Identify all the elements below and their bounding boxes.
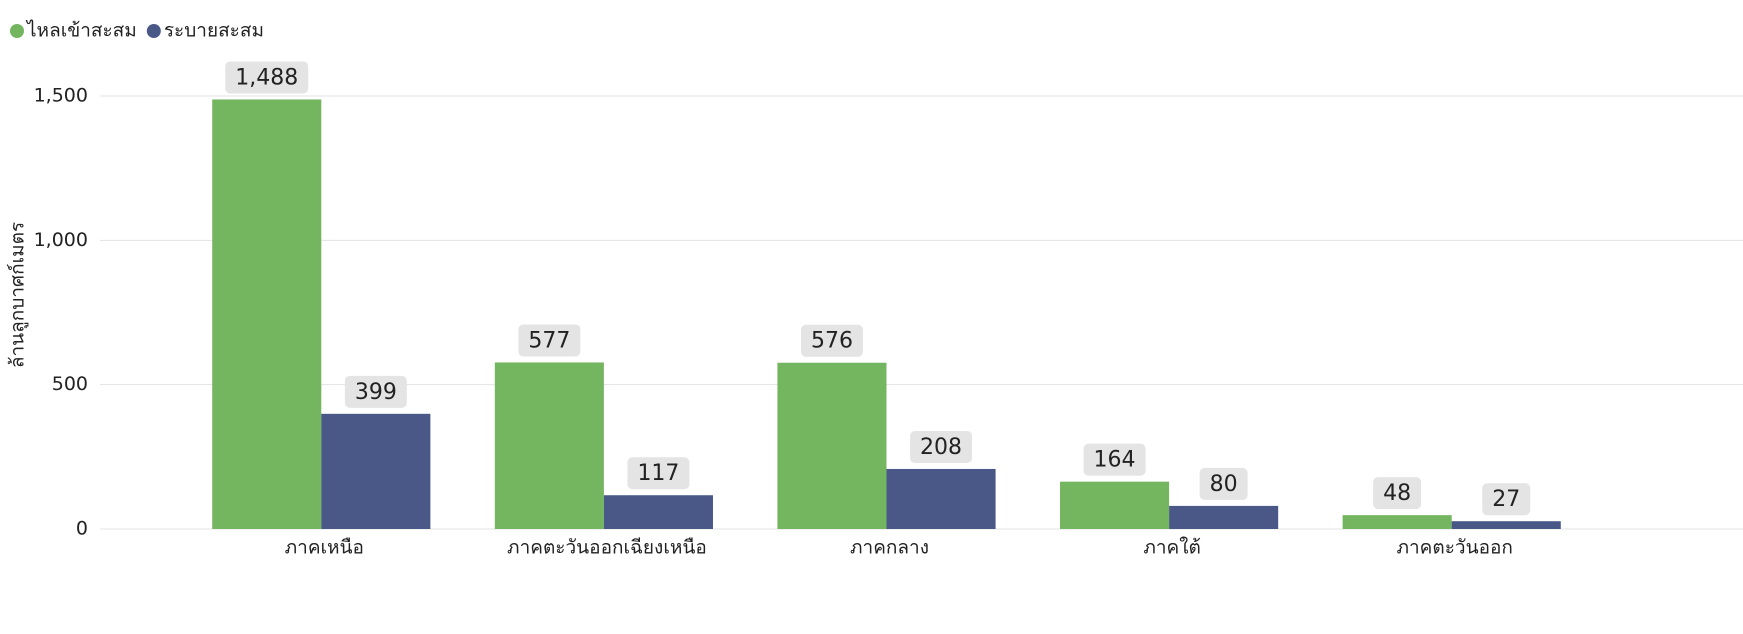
x-tick-label: ภาคตะวันออกเฉียงเหนือ (507, 537, 707, 559)
bar (603, 495, 713, 529)
y-axis-title: ล้านลูกบาศก์เมตร (7, 222, 29, 368)
bar (321, 413, 431, 529)
value-label-bg (627, 457, 690, 490)
value-label-bg (800, 324, 863, 357)
value-label: 577 (528, 328, 570, 353)
y-tick-label: 0 (76, 518, 88, 540)
value-label: 27 (1492, 487, 1520, 512)
y-tick-label: 1,500 (34, 85, 88, 107)
value-label-bg (1373, 477, 1422, 510)
value-label-bg (1199, 467, 1248, 500)
value-label: 48 (1383, 481, 1411, 506)
x-tick-label: ภาคเหนือ (285, 537, 364, 559)
bar (1169, 505, 1279, 529)
value-label: 576 (811, 329, 853, 354)
value-label-bg (1083, 443, 1146, 476)
legend-marker (146, 24, 161, 38)
legend-label: ไหลเข้าสะสม (25, 20, 137, 42)
x-tick-label: ภาคใต้ (1143, 537, 1201, 559)
x-tick-label: ภาคตะวันออก (1396, 537, 1512, 559)
bar (1060, 481, 1170, 529)
bar (777, 362, 887, 529)
value-label: 399 (355, 380, 397, 405)
value-label: 117 (637, 461, 679, 486)
value-label-bg (518, 324, 581, 357)
y-tick-label: 1,000 (34, 229, 88, 251)
bar (494, 362, 604, 529)
bar (212, 99, 322, 530)
x-tick-label: ภาคกลาง (850, 537, 929, 559)
value-label-bg (910, 430, 973, 463)
bar (1342, 515, 1452, 529)
legend-marker (10, 24, 24, 38)
value-label: 1,488 (235, 65, 298, 90)
y-tick-label: 500 (52, 373, 88, 395)
value-label: 164 (1094, 448, 1136, 473)
value-label-bg (344, 375, 407, 408)
value-label-bg (1482, 483, 1531, 516)
legend-label: ระบายสะสม (164, 20, 264, 42)
value-label: 208 (920, 435, 962, 460)
bar (1451, 521, 1561, 529)
value-label-bg (225, 61, 309, 94)
value-label: 80 (1210, 472, 1238, 497)
bar (886, 468, 996, 529)
